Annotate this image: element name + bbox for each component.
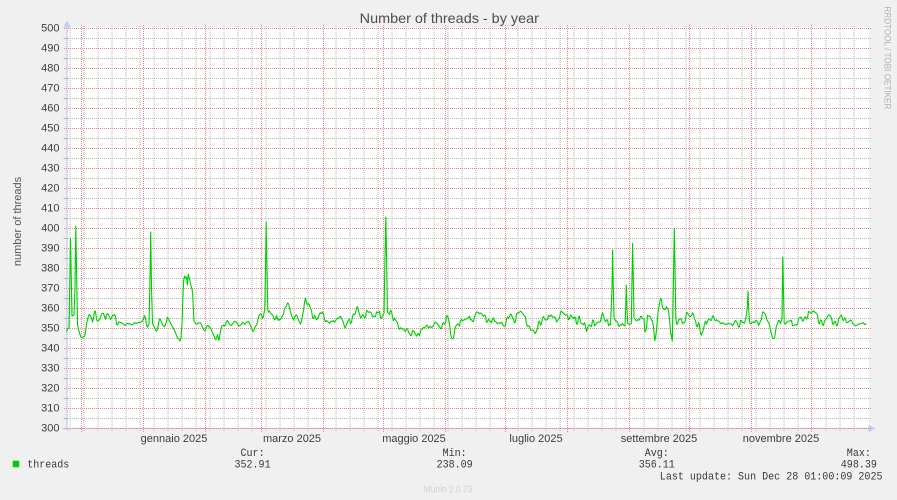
svg-text:Min:: Min: (443, 448, 467, 460)
svg-text:300: 300 (41, 423, 59, 435)
svg-text:460: 460 (41, 103, 59, 115)
svg-text:novembre 2025: novembre 2025 (743, 433, 819, 445)
svg-text:settembre 2025: settembre 2025 (621, 433, 697, 445)
svg-text:400: 400 (41, 223, 59, 235)
svg-text:luglio 2025: luglio 2025 (509, 433, 562, 445)
svg-text:410: 410 (41, 203, 59, 215)
svg-text:238.09: 238.09 (437, 460, 473, 472)
svg-text:356.11: 356.11 (639, 460, 675, 472)
svg-text:498.39: 498.39 (841, 460, 877, 472)
svg-text:threads: threads (27, 460, 69, 472)
svg-text:330: 330 (41, 363, 59, 375)
svg-text:Max:: Max: (847, 448, 871, 460)
svg-text:420: 420 (41, 183, 59, 195)
svg-text:gennaio 2025: gennaio 2025 (141, 433, 208, 445)
svg-text:marzo 2025: marzo 2025 (263, 433, 321, 445)
svg-text:370: 370 (41, 283, 59, 295)
svg-text:Number of threads - by year: Number of threads - by year (360, 10, 540, 26)
svg-text:352.91: 352.91 (235, 460, 271, 472)
svg-text:Munin 2.0.73: Munin 2.0.73 (424, 485, 473, 496)
svg-text:RRDTOOL / TOBI OETIKER: RRDTOOL / TOBI OETIKER (882, 7, 892, 110)
svg-text:350: 350 (41, 323, 59, 335)
svg-text:maggio 2025: maggio 2025 (382, 433, 446, 445)
svg-text:390: 390 (41, 243, 59, 255)
svg-text:Avg:: Avg: (645, 448, 669, 460)
svg-text:500: 500 (41, 23, 59, 35)
svg-text:Last update: Sun Dec 28 01:00:: Last update: Sun Dec 28 01:00:09 2025 (660, 471, 883, 483)
svg-text:320: 320 (41, 383, 59, 395)
svg-text:Cur:: Cur: (241, 448, 265, 460)
svg-text:360: 360 (41, 303, 59, 315)
svg-text:380: 380 (41, 263, 59, 275)
svg-text:340: 340 (41, 343, 59, 355)
svg-text:430: 430 (41, 163, 59, 175)
svg-text:440: 440 (41, 143, 59, 155)
svg-text:490: 490 (41, 43, 59, 55)
svg-text:450: 450 (41, 123, 59, 135)
svg-text:310: 310 (41, 403, 59, 415)
svg-text:480: 480 (41, 63, 59, 75)
svg-text:number of threads: number of threads (12, 176, 24, 266)
svg-text:470: 470 (41, 83, 59, 95)
